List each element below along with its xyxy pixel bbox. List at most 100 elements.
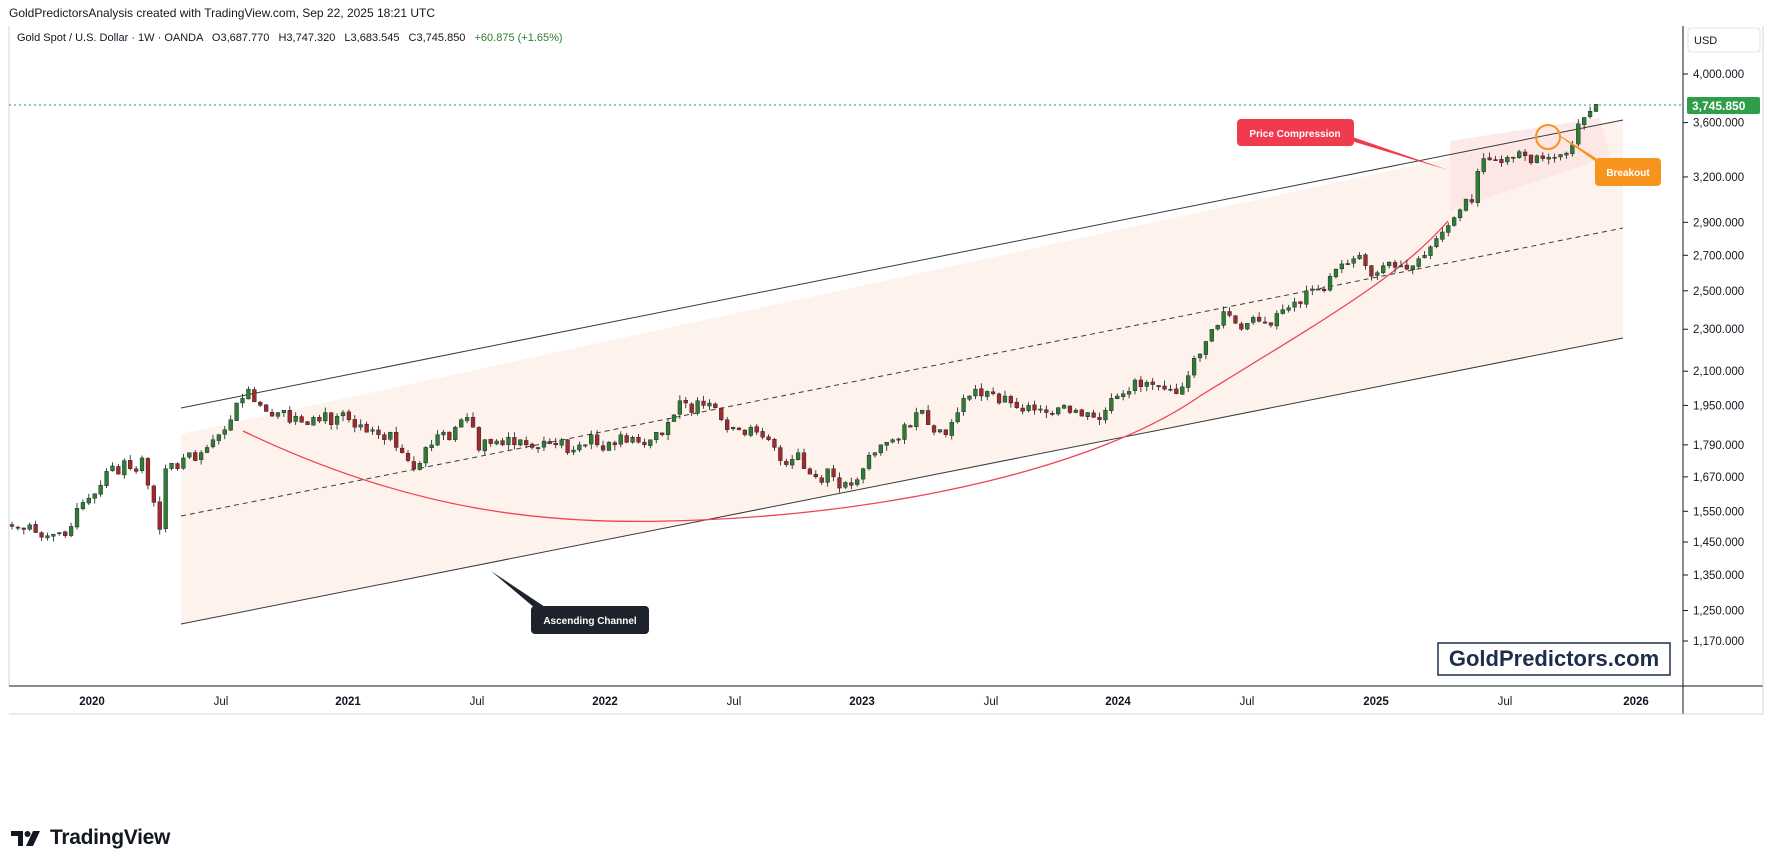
candle [890, 438, 895, 444]
candle-body-up [1186, 375, 1191, 388]
candle-body-up [1292, 301, 1297, 308]
candle [736, 427, 742, 431]
candle [1079, 408, 1084, 417]
candle-body-up [860, 468, 866, 480]
candle-body-up [884, 442, 889, 446]
candle-body-up [110, 465, 115, 472]
candle [1410, 265, 1415, 275]
candle [1032, 400, 1037, 415]
candle-body-down [175, 463, 180, 469]
candle-body-up [1434, 238, 1439, 247]
candle [784, 458, 789, 467]
price-chart[interactable]: Gold Spot / U.S. Dollar · 1W · OANDA O3,… [0, 26, 1775, 806]
candle [453, 425, 458, 443]
candle [600, 440, 606, 452]
tradingview-brand[interactable]: TradingView [10, 826, 170, 850]
candle [642, 438, 647, 448]
candle-body-down [1469, 199, 1475, 203]
candle-body-up [1398, 265, 1404, 268]
currency-button[interactable] [1687, 27, 1761, 53]
candle [139, 455, 145, 474]
candle [1203, 340, 1209, 360]
candle-body-up [323, 412, 328, 422]
candle [1109, 393, 1114, 414]
candle-body-up [51, 533, 56, 537]
candle [1534, 154, 1540, 164]
candle [1162, 380, 1167, 391]
candle-body-up [1587, 111, 1593, 118]
rounding-bottom-curve[interactable] [242, 220, 1449, 523]
candle-body-up [311, 417, 316, 426]
candle [1392, 259, 1398, 273]
candle-body-up [98, 485, 103, 495]
channel-lower-line[interactable] [180, 337, 1624, 625]
candle-body-down [784, 461, 789, 465]
candle [51, 533, 56, 542]
candle-body-up [618, 434, 623, 445]
candle-body-down [742, 429, 748, 435]
candle-body-down [133, 468, 139, 472]
ascending-channel-callout[interactable] [531, 606, 649, 634]
candle-body-down [9, 524, 15, 527]
candle-body-up [589, 434, 594, 445]
candle-body-up [535, 447, 541, 449]
candle [589, 430, 594, 450]
candle-body-down [660, 432, 665, 435]
candle [68, 522, 74, 538]
candle-body-up [1286, 307, 1291, 311]
candle-body-down [1150, 381, 1155, 385]
candle [559, 437, 564, 449]
candle-body-down [1091, 412, 1096, 418]
candle-body-down [612, 442, 617, 446]
candle-body-up [459, 419, 464, 428]
candle-body-up [1576, 123, 1581, 145]
candle-body-down [719, 407, 724, 421]
candle [1481, 153, 1486, 175]
price-axis[interactable]: 4,000.000 3,600.000 3,200.000 2,900.000 2,70… [1683, 69, 1744, 648]
candle-body-up [583, 444, 588, 447]
candle [1262, 316, 1268, 324]
candle [488, 438, 493, 447]
candle-body-down [996, 393, 1002, 404]
chart-caption: GoldPredictorsAnalysis created with Trad… [9, 6, 435, 20]
candle-body-up [1316, 288, 1321, 291]
candle-body-up [1073, 409, 1079, 413]
candle [553, 437, 558, 449]
candle [482, 439, 487, 455]
candle [199, 450, 204, 465]
candle-body-up [163, 468, 168, 530]
price-compression-callout[interactable] [1237, 119, 1354, 146]
candle-body-up [1180, 386, 1185, 395]
breakout-callout[interactable] [1595, 158, 1661, 186]
candle-body-up [955, 412, 960, 423]
candle [1446, 222, 1451, 237]
candle-body-down [376, 429, 381, 435]
candle [110, 462, 115, 472]
candle-body-up [1115, 395, 1120, 400]
candle [1085, 412, 1090, 421]
candle-body-down [813, 474, 818, 478]
candle-body-up [1517, 151, 1522, 158]
candle-body-up [866, 455, 872, 469]
candle-body-up [222, 429, 227, 435]
time-axis[interactable]: 2020 Jul 2021 Jul 2022 Jul 2023 Jul 2024 Jul 2025 J… [79, 696, 1649, 708]
candle-body-down [33, 524, 38, 533]
breakout-circle[interactable] [1535, 124, 1561, 150]
channel-upper-line[interactable] [180, 119, 1624, 409]
candle-body-up [204, 447, 210, 453]
candle-body-down [305, 421, 310, 425]
candle-body-up [654, 431, 659, 441]
time-tick-label-9: Jul [1240, 696, 1255, 708]
candle [671, 414, 677, 422]
candle-body-down [819, 477, 824, 483]
candle [317, 414, 322, 424]
price-tick-label-14: 1,250.000 [1693, 605, 1744, 617]
chart-frame[interactable]: Gold Spot / U.S. Dollar · 1W · OANDA O3,… [0, 26, 1775, 806]
candle [1274, 310, 1279, 330]
candle-body-up [1103, 409, 1108, 421]
candle-body-down [63, 531, 68, 536]
price-tick-label-11: 1,550.000 [1693, 506, 1744, 518]
time-tick-label-2: 2021 [335, 696, 361, 708]
candle [512, 432, 517, 450]
candle-body-up [240, 398, 245, 404]
